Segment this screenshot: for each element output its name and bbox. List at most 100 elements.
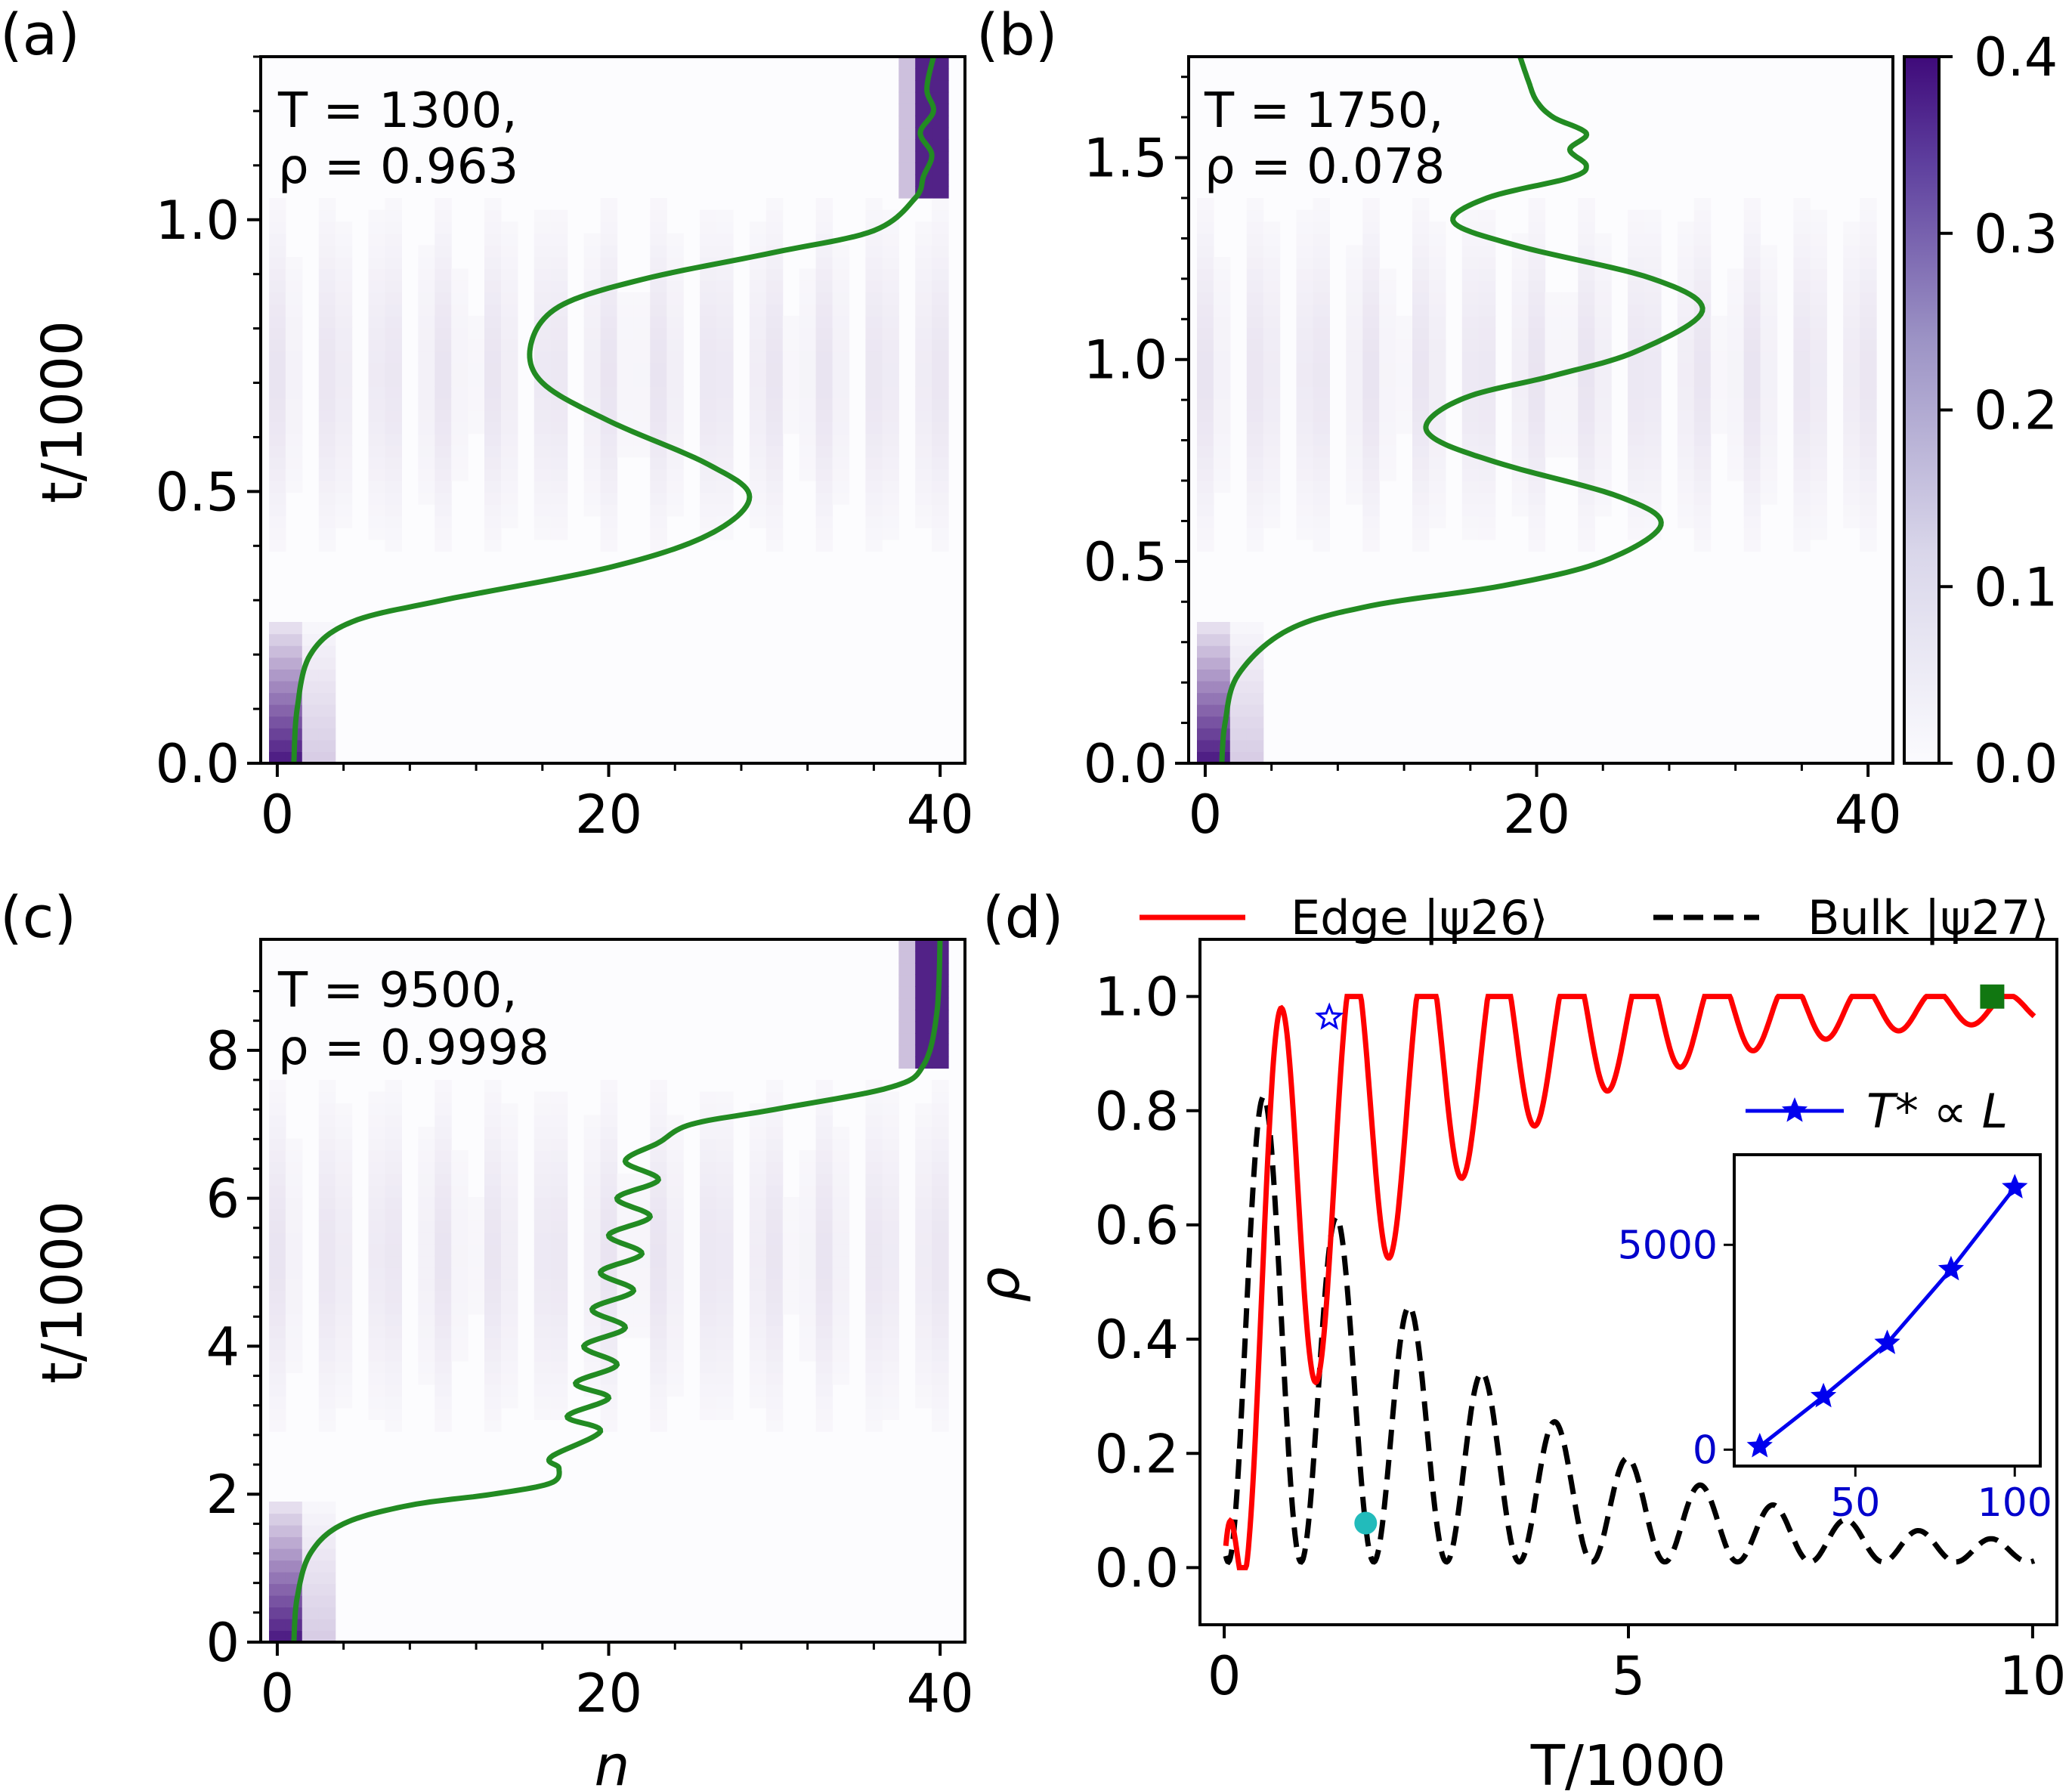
heatmap-cell <box>533 268 552 281</box>
heatmap-cell <box>468 1302 485 1315</box>
heatmap-cell <box>501 1220 518 1233</box>
heatmap-cell <box>335 1314 353 1327</box>
heatmap-cell <box>666 233 684 246</box>
heatmap-cell <box>749 445 767 458</box>
heatmap-cell <box>832 363 850 376</box>
heatmap-cell <box>815 422 833 435</box>
heatmap-cell <box>318 515 336 528</box>
heatmap-cell <box>501 1115 518 1127</box>
heatmap-cell <box>600 268 618 281</box>
heatmap-cell <box>865 1197 883 1210</box>
heatmap-cell <box>1362 469 1380 481</box>
heatmap-cell <box>1793 410 1811 422</box>
heatmap-cell <box>1528 504 1546 517</box>
heatmap-cell <box>1429 515 1446 528</box>
heatmap-cell <box>1760 374 1778 387</box>
heatmap-cell <box>1379 292 1396 305</box>
heatmap-cell <box>1677 397 1695 411</box>
heatmap-cell <box>1478 433 1496 446</box>
heatmap-cell <box>318 539 336 552</box>
heatmap-cell <box>1412 209 1430 222</box>
heatmap-cell <box>285 374 303 387</box>
heatmap-cell <box>1578 397 1595 411</box>
heatmap-cell <box>832 351 850 363</box>
heatmap-cell <box>385 445 402 458</box>
heatmap-cell <box>269 327 286 340</box>
heatmap-cell <box>600 433 618 446</box>
heatmap-cell <box>533 433 552 446</box>
heatmap-cell <box>932 1338 949 1350</box>
heatmap-cell <box>799 315 817 328</box>
heatmap-cell <box>368 1372 385 1385</box>
heatmap-cell <box>451 1267 469 1280</box>
heatmap-cell <box>1860 539 1877 552</box>
heatmap-cell <box>932 1033 949 1046</box>
heatmap-cell <box>915 974 932 987</box>
heatmap-cell <box>368 1127 385 1140</box>
heatmap-cell <box>1677 268 1695 281</box>
heatmap-cell <box>832 280 850 293</box>
heatmap-cell <box>666 1232 684 1245</box>
heatmap-cell <box>418 339 435 352</box>
heatmap-cell <box>882 1232 899 1245</box>
heatmap-cell <box>600 1174 618 1186</box>
heatmap-cell <box>1362 304 1380 317</box>
heatmap-cell <box>1843 374 1860 387</box>
heatmap-cell <box>1677 245 1695 258</box>
heatmap-cell <box>633 1291 651 1304</box>
heatmap-cell <box>633 351 651 363</box>
heatmap-cell <box>1246 680 1264 694</box>
heatmap-cell <box>765 221 784 234</box>
heatmap-cell <box>915 1138 932 1151</box>
heatmap-cell <box>650 1103 667 1116</box>
heatmap-cell <box>451 1349 469 1362</box>
heatmap-cell <box>865 304 883 317</box>
heatmap-cell <box>1213 351 1231 363</box>
heatmap-cell <box>716 233 734 246</box>
heatmap-cell <box>1760 280 1778 293</box>
heatmap-cell <box>832 315 850 328</box>
heatmap-cell <box>865 1208 883 1221</box>
heatmap-cell <box>484 1325 502 1338</box>
heatmap-cell <box>932 374 949 387</box>
heatmap-cell <box>716 1174 734 1186</box>
heatmap-cell <box>749 233 767 246</box>
heatmap-cell <box>666 1220 684 1233</box>
heatmap-cell <box>832 492 850 505</box>
heatmap-cell <box>550 1138 568 1151</box>
heatmap-cell <box>1197 469 1214 481</box>
heatmap-cell <box>1860 315 1877 328</box>
heatmap-cell <box>1743 515 1761 528</box>
heatmap-cell <box>932 1244 949 1257</box>
heatmap-cell <box>1263 351 1281 363</box>
heatmap-cell <box>1346 374 1363 387</box>
heatmap-cell <box>1346 469 1363 481</box>
heatmap-cell <box>1511 327 1529 340</box>
heatmap-cell <box>1743 422 1761 435</box>
heatmap-cell <box>1843 268 1860 281</box>
heatmap-cell <box>550 315 568 328</box>
heatmap-cell <box>1677 433 1695 446</box>
heatmap-cell <box>418 374 435 387</box>
heatmap-cell <box>865 1232 883 1245</box>
y-tick-label: 0.2 <box>1095 1423 1179 1485</box>
heatmap-cell <box>1511 233 1529 246</box>
heatmap-cell <box>1313 339 1330 352</box>
heatmap-cell <box>782 1244 800 1257</box>
heatmap-cell <box>269 1244 286 1257</box>
heatmap-cell <box>1396 315 1413 328</box>
heatmap-cell <box>1644 256 1662 270</box>
heatmap-cell <box>1197 209 1214 222</box>
heatmap-cell <box>501 433 518 446</box>
heatmap-cell <box>932 68 949 81</box>
heatmap-cell <box>716 280 734 293</box>
heatmap-cell <box>600 315 618 328</box>
heatmap-cell <box>269 716 286 728</box>
heatmap-cell <box>1528 492 1546 505</box>
heatmap-cell <box>1313 304 1330 317</box>
heatmap-cell <box>335 304 353 317</box>
heatmap-cell <box>318 221 336 234</box>
heatmap-cell <box>533 1115 552 1127</box>
heatmap-cell <box>882 386 899 399</box>
heatmap-cell <box>633 1325 651 1338</box>
